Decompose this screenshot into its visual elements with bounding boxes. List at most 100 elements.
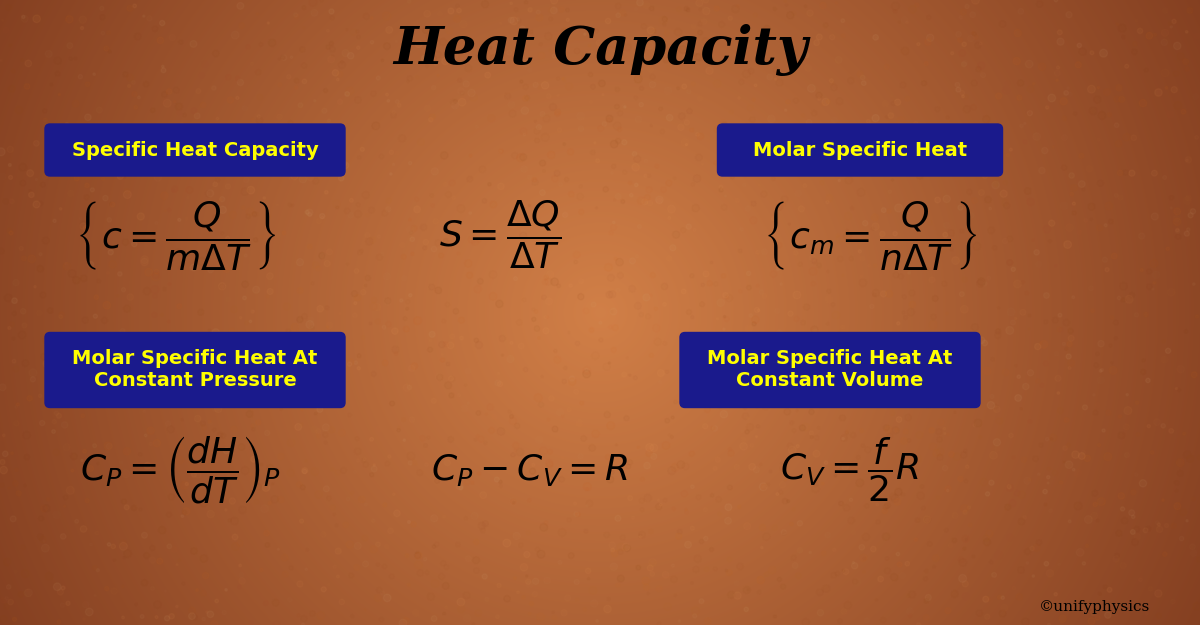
Circle shape	[1015, 394, 1021, 401]
Circle shape	[988, 401, 995, 409]
Circle shape	[140, 442, 144, 447]
Circle shape	[670, 245, 676, 251]
Circle shape	[894, 499, 901, 505]
Circle shape	[384, 42, 390, 49]
Circle shape	[929, 428, 935, 433]
Circle shape	[503, 539, 511, 547]
Circle shape	[995, 551, 1002, 559]
Circle shape	[690, 51, 692, 52]
Circle shape	[1043, 489, 1048, 494]
Text: $C_V = \dfrac{f}{2}R$: $C_V = \dfrac{f}{2}R$	[780, 436, 919, 504]
Circle shape	[754, 84, 757, 87]
Circle shape	[326, 326, 329, 328]
Circle shape	[722, 292, 728, 298]
Circle shape	[611, 140, 618, 148]
Circle shape	[118, 374, 124, 379]
Circle shape	[200, 421, 205, 426]
Circle shape	[34, 201, 40, 208]
Circle shape	[893, 231, 898, 236]
Circle shape	[719, 188, 724, 192]
Circle shape	[1068, 328, 1073, 334]
Circle shape	[1076, 382, 1082, 388]
Circle shape	[191, 548, 197, 554]
Circle shape	[604, 605, 611, 612]
Circle shape	[1040, 341, 1048, 348]
Circle shape	[732, 6, 739, 12]
Circle shape	[1088, 203, 1096, 210]
Circle shape	[1036, 514, 1043, 521]
Circle shape	[614, 516, 620, 521]
Circle shape	[514, 577, 516, 579]
Circle shape	[710, 261, 713, 264]
Circle shape	[1004, 504, 1010, 510]
Circle shape	[80, 26, 84, 29]
Circle shape	[784, 204, 786, 206]
Circle shape	[34, 15, 41, 22]
Circle shape	[776, 492, 779, 496]
Circle shape	[1002, 564, 1008, 570]
Circle shape	[704, 407, 710, 412]
Circle shape	[313, 351, 316, 354]
Circle shape	[61, 586, 65, 590]
Circle shape	[121, 499, 126, 504]
Circle shape	[188, 612, 196, 619]
Circle shape	[834, 474, 836, 477]
Text: ©unifyphysics: ©unifyphysics	[1039, 600, 1150, 614]
Circle shape	[263, 197, 265, 199]
Circle shape	[685, 372, 690, 376]
Circle shape	[772, 150, 774, 153]
Circle shape	[734, 592, 742, 599]
Circle shape	[372, 122, 379, 130]
Circle shape	[281, 408, 282, 411]
Circle shape	[752, 322, 756, 326]
Circle shape	[0, 434, 5, 441]
Circle shape	[790, 375, 797, 381]
Circle shape	[71, 469, 74, 472]
Circle shape	[326, 372, 332, 378]
Circle shape	[1072, 211, 1076, 215]
Text: Molar Specific Heat At
Constant Pressure: Molar Specific Heat At Constant Pressure	[72, 349, 318, 391]
Circle shape	[595, 159, 600, 162]
Circle shape	[834, 374, 842, 382]
Circle shape	[220, 347, 223, 349]
Circle shape	[478, 472, 480, 475]
Circle shape	[906, 148, 912, 155]
Circle shape	[934, 132, 938, 138]
Circle shape	[622, 140, 626, 145]
Circle shape	[252, 428, 254, 431]
Circle shape	[467, 272, 473, 278]
Circle shape	[714, 126, 720, 132]
Circle shape	[482, 521, 488, 527]
Circle shape	[894, 99, 901, 105]
Circle shape	[755, 308, 760, 312]
Circle shape	[952, 538, 956, 542]
Circle shape	[448, 342, 454, 349]
Circle shape	[88, 261, 94, 268]
Circle shape	[1016, 375, 1020, 379]
Text: Heat Capacity: Heat Capacity	[392, 24, 808, 76]
Circle shape	[552, 426, 558, 432]
Circle shape	[132, 506, 137, 511]
Circle shape	[295, 424, 301, 431]
Circle shape	[12, 618, 17, 621]
Circle shape	[894, 9, 896, 13]
Circle shape	[822, 98, 829, 106]
Circle shape	[936, 336, 938, 339]
Circle shape	[26, 589, 29, 591]
Circle shape	[1184, 231, 1189, 236]
Circle shape	[373, 464, 376, 466]
Circle shape	[650, 444, 658, 452]
Circle shape	[1102, 429, 1105, 432]
Circle shape	[914, 538, 918, 541]
FancyBboxPatch shape	[46, 124, 346, 176]
Circle shape	[24, 84, 30, 89]
Circle shape	[456, 8, 461, 13]
Text: $C_P - C_V = R$: $C_P - C_V = R$	[431, 452, 629, 488]
Circle shape	[127, 215, 134, 222]
Circle shape	[983, 539, 990, 546]
Circle shape	[1146, 378, 1150, 382]
Circle shape	[133, 4, 137, 8]
Circle shape	[120, 398, 124, 402]
Circle shape	[388, 99, 390, 102]
Circle shape	[17, 403, 19, 406]
